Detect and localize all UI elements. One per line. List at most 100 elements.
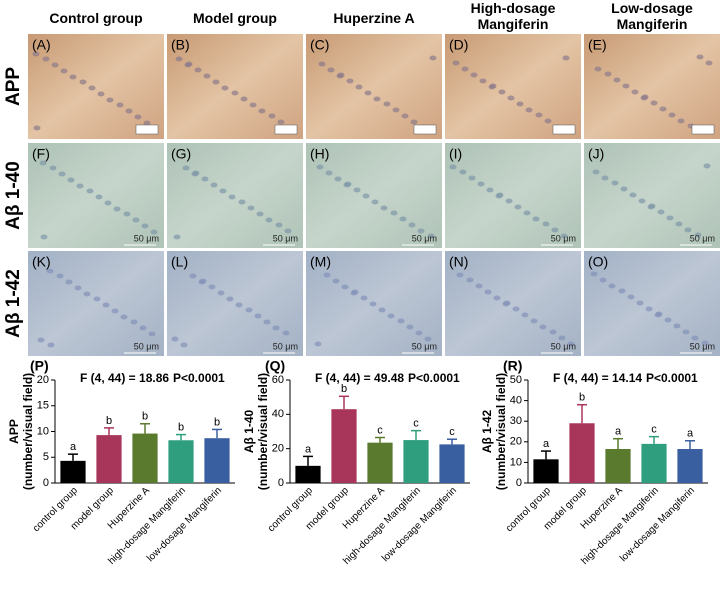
y-axis-label: APP [7, 419, 21, 444]
x-tick-label: low-dosage Mangiferin [380, 485, 459, 564]
significance-letter: c [651, 424, 657, 436]
cell [521, 312, 529, 318]
cell [355, 84, 363, 90]
cell [238, 199, 246, 205]
cell [47, 342, 55, 348]
cell [150, 229, 158, 235]
cell [93, 296, 101, 302]
cell [452, 60, 460, 66]
cell [88, 85, 96, 91]
y-tick-label: 40 [272, 408, 284, 420]
cell [192, 170, 200, 176]
annotation: F (4, 44) = 18.86 [80, 371, 169, 385]
significance-letter: c [449, 426, 455, 438]
cell [535, 112, 543, 118]
panel-label: (P) [30, 358, 49, 374]
cell [249, 102, 257, 108]
cell [684, 227, 692, 233]
micrograph [167, 251, 303, 356]
cell [512, 306, 520, 312]
cell [240, 96, 248, 102]
cell [705, 60, 713, 66]
cell [503, 300, 511, 306]
cell [525, 107, 533, 113]
cell [638, 198, 646, 204]
cell [703, 163, 711, 169]
cell [67, 177, 75, 183]
cell [668, 112, 676, 118]
cell [226, 296, 234, 302]
micrograph [584, 143, 720, 248]
cell [461, 66, 469, 72]
y-axis-label: Aβ 1-42 [480, 410, 494, 454]
cell [175, 56, 183, 62]
cell [76, 183, 84, 189]
cell [185, 61, 193, 67]
significance-letter: b [178, 421, 184, 433]
cell [111, 308, 119, 314]
y-axis-label: (number/visual field) [494, 373, 508, 490]
cell [631, 89, 639, 95]
row-label: Aβ 1-42 [3, 269, 24, 338]
cell [468, 175, 476, 181]
micrograph [584, 34, 720, 139]
y-tick-label: 15 [37, 400, 49, 412]
significance-letter: a [543, 438, 550, 450]
cell [655, 311, 663, 317]
panel-label: (M) [310, 254, 331, 270]
cell [675, 221, 683, 227]
y-tick-label: 20 [510, 436, 522, 448]
cell [604, 71, 612, 77]
cell [484, 289, 492, 295]
cell [130, 319, 138, 325]
bar [295, 465, 321, 483]
scale-bar-label: 50 μm [412, 341, 437, 351]
cell [601, 175, 609, 181]
cell [132, 217, 140, 223]
cell [544, 118, 552, 124]
cell [622, 83, 630, 89]
cell [549, 329, 557, 335]
cell [123, 211, 131, 217]
bar [96, 435, 122, 483]
y-axis-label: (number/visual field) [256, 373, 270, 490]
cell [390, 210, 398, 216]
cell [116, 102, 124, 108]
bar [168, 440, 194, 483]
significance-letter: b [142, 411, 148, 423]
cell [410, 119, 418, 125]
cell [199, 278, 207, 284]
cell [399, 216, 407, 222]
cell [256, 211, 264, 217]
cell [424, 336, 432, 342]
cell [265, 217, 273, 223]
cell [353, 187, 361, 193]
cell [496, 192, 504, 198]
cell [459, 169, 467, 175]
cell [514, 204, 522, 210]
micrograph [28, 251, 164, 356]
cell [231, 90, 239, 96]
scale-bar-box [413, 124, 437, 135]
panel-label: (R) [503, 358, 522, 374]
cell [673, 323, 681, 329]
bar [533, 459, 559, 483]
cell [636, 300, 644, 306]
cell [493, 295, 501, 301]
y-tick-label: 0 [516, 477, 522, 489]
y-tick-label: 20 [272, 443, 284, 455]
cell [79, 79, 87, 85]
micrograph [28, 34, 164, 139]
cell [449, 164, 457, 170]
cell [120, 314, 128, 320]
cell [351, 289, 359, 295]
cell [49, 165, 57, 171]
cell [417, 228, 425, 234]
cell [344, 181, 352, 187]
y-tick-label: 0 [278, 477, 284, 489]
significance-letter: b [341, 383, 347, 395]
column-header: Huperzine A [333, 10, 415, 26]
micrograph [445, 251, 581, 356]
